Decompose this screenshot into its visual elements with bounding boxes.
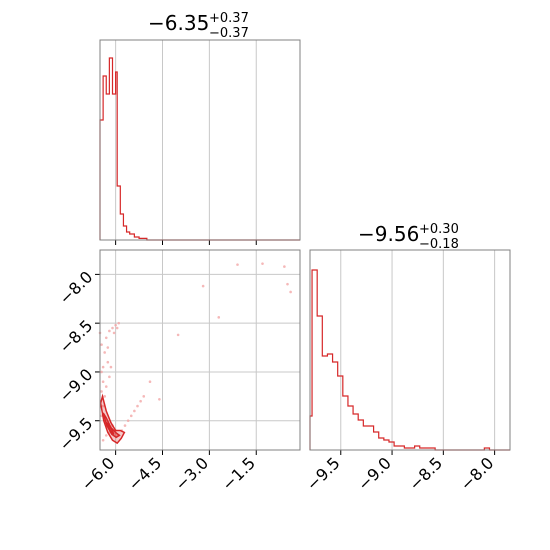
scatter-point-38 (104, 385, 108, 388)
marginal-histogram-p1 (99, 39, 301, 245)
scatter-point-17 (201, 284, 205, 288)
scatter-point-1 (104, 434, 108, 437)
scatter-point-35 (101, 380, 105, 384)
density-contour-0 (99, 393, 126, 445)
title-p1-minus: −0.37 (209, 26, 249, 41)
scatter-point-27 (106, 360, 110, 364)
title-p2-minus: −0.18 (419, 237, 459, 252)
y-tick-label-1: −8.5 (55, 316, 96, 357)
scatter-point-41 (108, 375, 111, 379)
x-tick-label-joint-0: −6.0 (78, 453, 119, 494)
scatter-point-39 (101, 404, 105, 408)
title-p1-plus: +0.37 (209, 11, 249, 26)
scatter-point-32 (114, 323, 117, 327)
y-tick-label-0: −8.0 (55, 267, 96, 308)
scatter-point-25 (103, 351, 106, 354)
scatter-point-23 (289, 290, 292, 294)
scatter-point-8 (126, 419, 130, 423)
x-tick-label-joint-1: −4.5 (124, 453, 165, 494)
scatter-point-33 (115, 326, 119, 330)
y-tick-label-2: −9.0 (55, 365, 96, 406)
scatter-point-9 (129, 414, 133, 418)
scatter-point-13 (142, 395, 146, 398)
x-tick-label-p2-0: −9.5 (303, 453, 344, 494)
scatter-point-14 (148, 380, 152, 384)
y-tick-label-3: −9.5 (55, 414, 96, 455)
joint-scatter-panel: −6.0 −4.5 −3.0 −1.5 −8.0 −8.5 −9.0 −9.5 (55, 249, 301, 494)
scatter-point-30 (111, 326, 114, 330)
axes-frame (99, 39, 301, 241)
x-tick-label-p2-3: −8.0 (457, 453, 498, 494)
title-p2-median: −9.56 (358, 222, 419, 246)
title-p2: −9.56 +0.30 −0.18 (358, 222, 459, 252)
marginal-histogram-p2: −9.5 −9.0 −8.5 −8.0 (303, 249, 511, 494)
scatter-point-24 (100, 343, 103, 346)
scatter-point-45 (106, 346, 110, 349)
scatter-point-7 (123, 424, 127, 427)
scatter-point-11 (136, 404, 139, 408)
title-p2-plus: +0.30 (419, 222, 459, 237)
scatter-point-44 (101, 365, 105, 369)
scatter-point-18 (217, 316, 221, 319)
scatter-point-15 (158, 397, 161, 401)
x-tick-label-p2-2: −8.5 (405, 453, 446, 494)
scatter-point-42 (117, 321, 121, 325)
scatter-point-29 (109, 365, 113, 369)
scatter-point-21 (283, 265, 286, 268)
scatter-point-10 (133, 409, 136, 413)
scatter-point-16 (176, 333, 180, 337)
axes-frame (309, 249, 511, 451)
scatter-point-22 (286, 282, 289, 286)
x-tick-label-p2-1: −9.0 (354, 453, 395, 494)
density-contour-2 (104, 420, 115, 435)
histogram-step-line (309, 269, 510, 451)
scatter-point-20 (261, 262, 264, 265)
title-p1: −6.35 +0.37 −0.37 (148, 11, 249, 41)
scatter-point-37 (103, 395, 106, 398)
title-p1-median: −6.35 (148, 11, 209, 35)
scatter-point-28 (108, 329, 111, 333)
axes-frame (99, 249, 301, 451)
histogram-step-line (99, 57, 300, 241)
scatter-point-0 (101, 438, 105, 442)
scatter-point-36 (100, 390, 103, 393)
scatter-point-26 (104, 336, 108, 340)
x-tick-label-joint-3: −1.5 (218, 453, 259, 494)
scatter-point-34 (100, 370, 103, 374)
scatter-point-12 (139, 399, 142, 403)
scatter-point-19 (236, 263, 239, 266)
scatter-point-31 (112, 331, 116, 335)
x-tick-label-joint-2: −3.0 (171, 453, 212, 494)
